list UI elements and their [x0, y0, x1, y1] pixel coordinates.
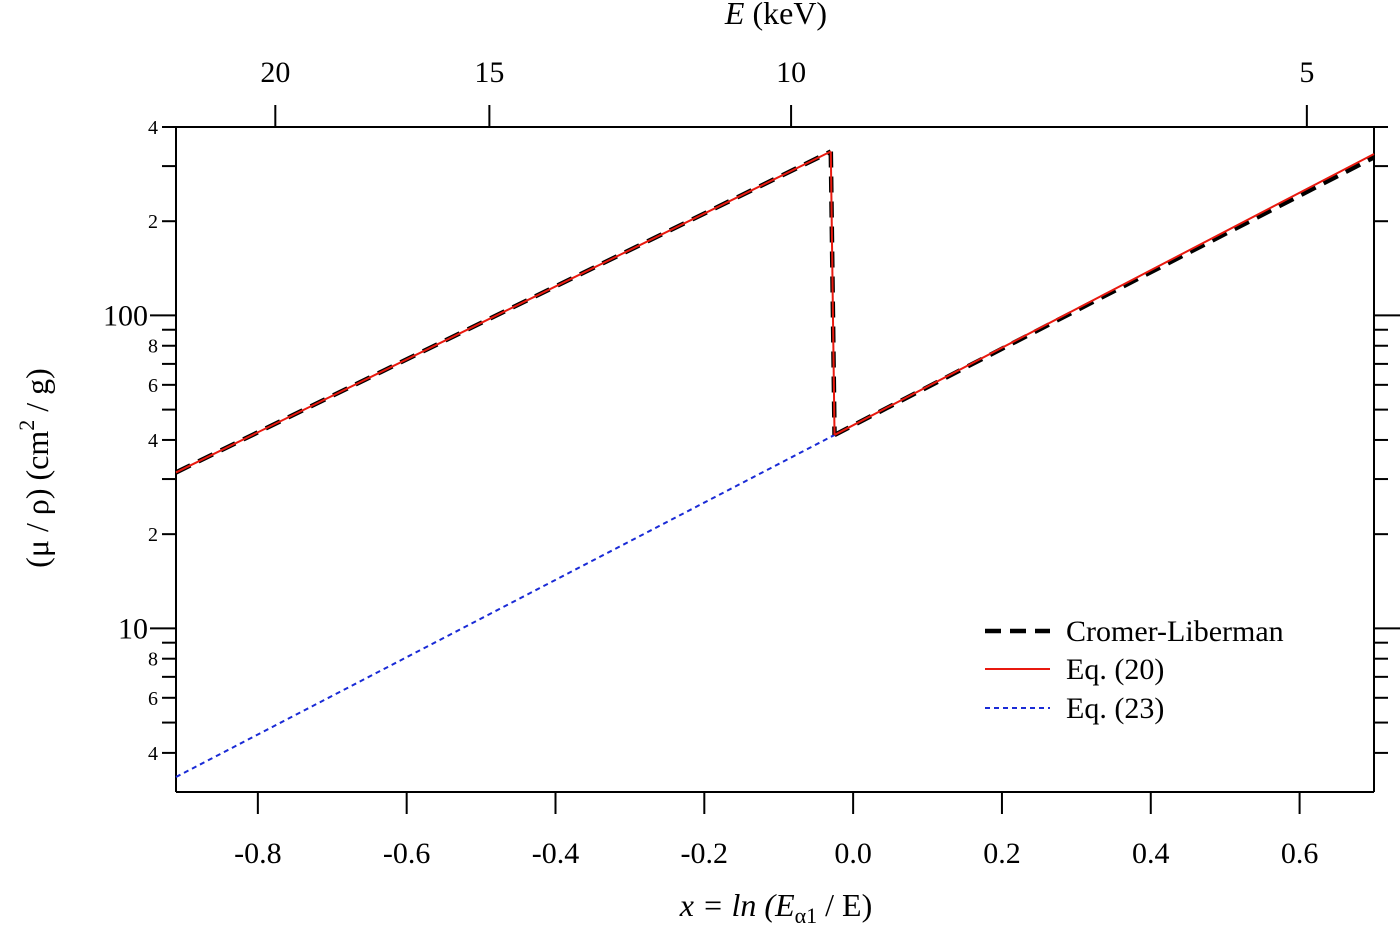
top-tick-label: 5	[1299, 56, 1314, 89]
y-minor-label: 4	[148, 430, 158, 452]
series-layer	[175, 149, 1376, 778]
series-line	[175, 150, 832, 474]
y-minor-label: 6	[148, 688, 158, 710]
top-axis-title: E (keV)	[724, 0, 827, 31]
plot-frame	[175, 126, 1375, 793]
top-axis-title-var: E	[724, 0, 745, 31]
legend: Cromer-Liberman Eq. (20) Eq. (23)	[985, 615, 1284, 725]
x-axis-title-pre: x = ln (E	[679, 887, 795, 923]
y-minor-label: 6	[148, 375, 158, 397]
x-tick-label: 0.4	[1132, 837, 1170, 870]
series-2	[175, 434, 835, 778]
y-minor-label: 4	[148, 117, 158, 139]
legend-label: Eq. (23)	[1066, 692, 1164, 725]
series-0	[175, 149, 1376, 475]
series-1	[175, 150, 1375, 474]
y-minor-label: 8	[148, 336, 158, 358]
x-axis-title-sub: α1	[795, 903, 818, 925]
bottom-axis: -0.8 -0.6 -0.4 -0.2 0.0 0.2 0.4 0.6	[234, 792, 1318, 870]
legend-label: Cromer-Liberman	[1066, 615, 1284, 648]
y-axis-title: (μ / ρ) (cm2 / g)	[14, 368, 55, 568]
y-axis-title-sup: 2	[14, 420, 39, 431]
y-major-label: 10	[118, 612, 148, 645]
y-minor-label: 4	[148, 743, 158, 765]
x-tick-label: 0.2	[983, 837, 1021, 870]
x-tick-label: 0.0	[834, 837, 872, 870]
top-tick-label: 10	[776, 56, 806, 89]
top-axis: 20 15 10 5	[260, 56, 1314, 127]
y-axis-title-pre: (μ / ρ) (cm	[19, 431, 55, 568]
top-axis-title-unit: (keV)	[744, 0, 827, 31]
x-axis-title: x = ln (Eα1 / E)	[679, 887, 873, 925]
legend-label: Eq. (20)	[1066, 653, 1164, 686]
x-tick-label: -0.6	[383, 837, 431, 870]
top-tick-label: 15	[474, 56, 504, 89]
series-line	[829, 151, 836, 435]
series-line	[834, 153, 1375, 436]
y-minor-label: 2	[148, 524, 158, 546]
x-tick-label: -0.8	[234, 837, 282, 870]
top-tick-label: 20	[260, 56, 290, 89]
y-minor-label: 8	[148, 649, 158, 671]
x-tick-label: 0.6	[1281, 837, 1319, 870]
y-axis-title-post: / g)	[19, 368, 55, 420]
y-minor-label: 2	[148, 211, 158, 233]
y-major-label: 100	[103, 299, 148, 332]
right-axis	[1374, 126, 1400, 754]
left-axis: 10 100 4 6 8 2 4 6 8 2 4	[103, 117, 176, 765]
series-line	[175, 434, 835, 778]
x-tick-label: -0.4	[532, 837, 580, 870]
x-axis-title-post: / E)	[817, 887, 872, 923]
x-tick-label: -0.2	[681, 837, 729, 870]
